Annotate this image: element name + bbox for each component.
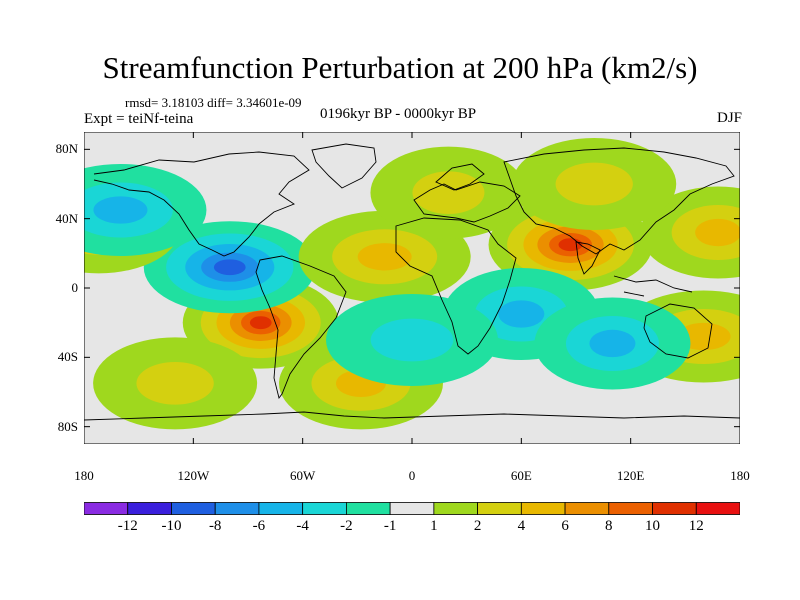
contour-region: [370, 318, 454, 362]
period-label: 0196kyr BP - 0000kyr BP: [320, 106, 477, 122]
lat-label: 40S: [57, 349, 78, 365]
experiment-label: Expt = teiNf-teina: [84, 111, 194, 127]
lat-label: 0: [71, 280, 79, 295]
contour-region: [558, 238, 583, 252]
coastline-scandinavia: [435, 163, 485, 191]
coastline-australia: [643, 303, 713, 359]
contour-region: [213, 259, 246, 276]
colorbar-label: 1: [430, 518, 438, 534]
coastline-south-america: [255, 255, 347, 400]
coastline-north-america: [93, 151, 310, 257]
lon-label: 120E: [616, 468, 645, 483]
contour-region: [249, 316, 272, 330]
colorbar-swatch: [127, 502, 172, 515]
colorbar-swatch: [84, 502, 129, 515]
lon-label: 0: [408, 468, 416, 483]
colorbar-label: -4: [296, 518, 309, 534]
contour-region: [357, 243, 412, 271]
lon-label: 180: [74, 468, 94, 483]
colorbar-swatch: [652, 502, 697, 515]
colorbar-label: 4: [517, 518, 526, 534]
colorbar-label: 2: [473, 518, 482, 534]
colorbar-swatch: [564, 502, 610, 515]
colorbar-swatch: [433, 502, 479, 515]
lon-label: 120W: [177, 468, 210, 483]
coastline-asia: [503, 147, 735, 255]
colorbar-label: -8: [208, 518, 222, 534]
colorbar-label: -6: [252, 518, 266, 534]
contour-region: [695, 218, 740, 247]
lat-label: 80N: [55, 141, 78, 157]
colorbar-swatch: [214, 502, 260, 515]
colorbar: [84, 502, 740, 515]
lon-label: 60E: [510, 468, 532, 483]
lon-label: 60W: [290, 468, 316, 483]
colorbar-swatch: [477, 502, 522, 515]
coastline-india: [575, 241, 601, 275]
contour-region: [555, 162, 633, 206]
contour-region: [589, 329, 636, 358]
colorbar-label: 12: [688, 518, 704, 534]
lon-label: 180: [730, 468, 750, 483]
coastline-indonesia: [613, 275, 693, 297]
plot-title: Streamfunction Perturbation at 200 hPa (…: [102, 50, 698, 85]
coastlines: [84, 143, 740, 421]
colorbar-swatch: [302, 502, 347, 515]
contour-region: [93, 196, 148, 224]
colorbar-swatch: [171, 502, 216, 515]
colorbar-label: -12: [117, 518, 138, 534]
colorbar-label: 10: [645, 518, 661, 534]
colorbar-swatch: [258, 502, 304, 515]
colorbar-swatch: [695, 502, 740, 515]
colorbar-label: -10: [161, 518, 182, 534]
coastline-greenland: [311, 143, 377, 189]
stats-label: rmsd= 3.18103 diff= 3.34601e-09: [125, 95, 302, 110]
lat-label: 80S: [57, 418, 78, 434]
lat-label: 40N: [55, 210, 78, 226]
colorbar-swatch: [389, 502, 435, 515]
coastline-africa: [395, 217, 517, 355]
contour-region: [136, 362, 214, 405]
contour-map: [84, 132, 740, 444]
colorbar-label: 8: [605, 518, 613, 534]
coastline-antarctica: [84, 411, 740, 421]
contour-region: [412, 171, 485, 214]
colorbar-swatch: [520, 502, 566, 515]
colorbar-label: -1: [383, 518, 397, 534]
season-label: DJF: [716, 110, 742, 126]
colorbar-label: -2: [340, 518, 353, 534]
colorbar-swatch: [608, 502, 653, 515]
colorbar-label: 6: [561, 518, 569, 534]
coastline-europe: [413, 181, 521, 223]
contour-fields: [84, 138, 740, 430]
contour-region: [498, 300, 545, 328]
colorbar-swatch: [345, 502, 391, 515]
axis-ticks: [84, 132, 740, 444]
